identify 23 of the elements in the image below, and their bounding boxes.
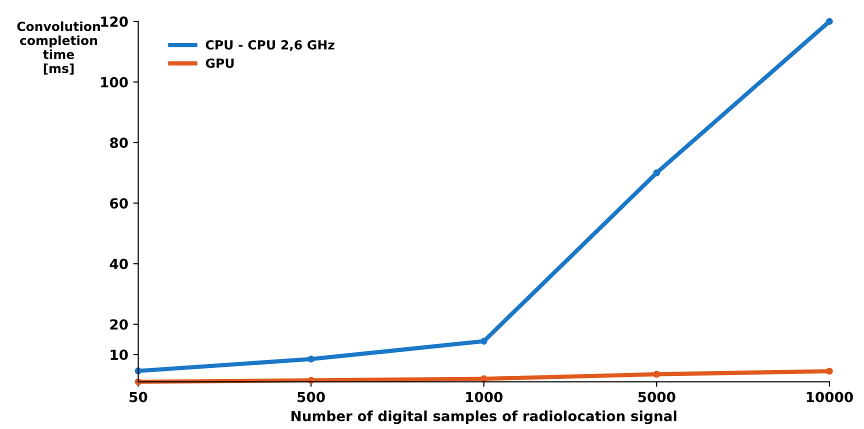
x-tick-label: 1000 [466, 392, 503, 402]
point [653, 169, 660, 176]
point [308, 356, 315, 363]
legend-label: GPU [206, 58, 234, 68]
x-tick-label: 50 [130, 392, 148, 402]
x-tick-label: 10000 [806, 392, 853, 402]
x-tick-label: 5000 [638, 392, 676, 402]
y-axis-title: Convolution completion time [ms] [17, 21, 100, 75]
legend-label: CPU - CPU 2,6 GHz [206, 40, 334, 52]
y-tick-label: 40 [110, 258, 128, 270]
y-tick-label: 20 [110, 319, 128, 330]
x-tick-label: 500 [298, 392, 325, 402]
y-tick-label: 120 [101, 16, 128, 27]
y-tick-label: 60 [110, 198, 128, 209]
y-tick-label: 100 [101, 76, 128, 88]
point [653, 370, 660, 378]
x-axis-title: Number of digital samples of radiolocation signal [291, 410, 676, 424]
point [480, 375, 488, 382]
y-tick-label: 10 [110, 350, 128, 360]
point [480, 338, 488, 345]
point [826, 368, 833, 375]
point [826, 18, 833, 25]
y-tick-label: 80 [110, 138, 128, 148]
